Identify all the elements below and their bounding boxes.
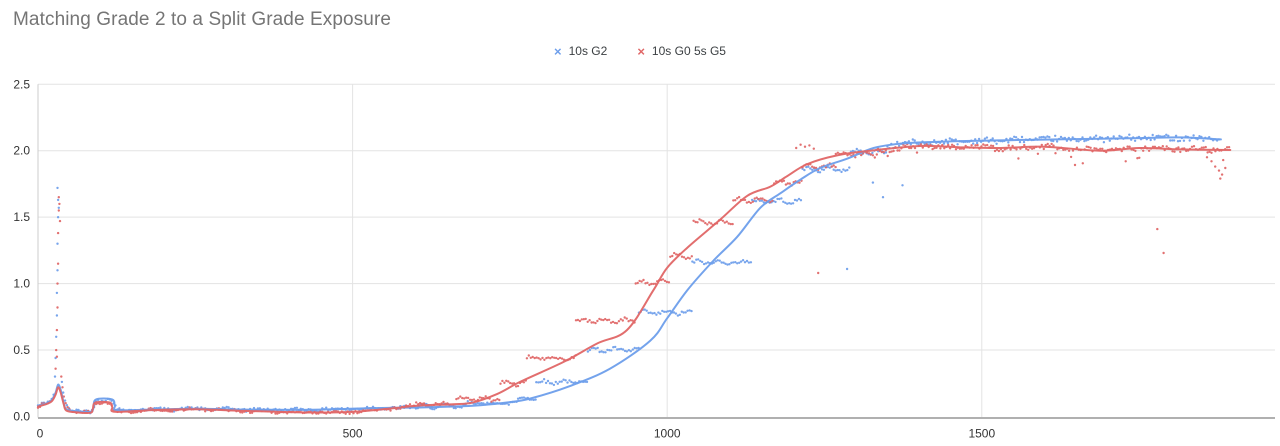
y-tick-labels: 0.0 0.5 1.0 1.5 2.0 2.5 [13,77,30,423]
series-trendline-1 [37,144,1232,414]
series-dots-0 [36,133,1221,415]
series-dots-1 [36,142,1231,416]
series-trendline-0 [37,136,1222,413]
chart-legend: × 10s G2 × 10s G0 5s G5 [0,44,1280,58]
x-tick-label: 0 [37,427,44,441]
x-marker-icon: × [554,43,562,59]
x-tick-label: 1000 [654,427,681,441]
chart-title: Matching Grade 2 to a Split Grade Exposu… [13,9,392,30]
x-tick-label: 500 [343,427,363,441]
y-tick-label: 0.5 [13,343,30,357]
y-tick-label: 2.5 [13,77,30,91]
y-tick-label: 1.0 [13,277,30,291]
x-tick-labels: 0 500 1000 1500 [37,427,996,441]
gridlines [38,83,1275,418]
legend-item-10s-g2[interactable]: × 10s G2 [554,44,607,58]
y-tick-label: 2.0 [13,144,30,158]
y-tick-label: 1.5 [13,210,30,224]
legend-item-10s-g0-5s-g5[interactable]: × 10s G0 5s G5 [637,44,726,58]
legend-label: 10s G0 5s G5 [651,44,726,58]
x-tick-label: 1500 [968,427,995,441]
legend-label: 10s G2 [568,44,608,58]
x-marker-icon: × [637,43,645,59]
y-tick-label: 0.0 [13,410,30,424]
